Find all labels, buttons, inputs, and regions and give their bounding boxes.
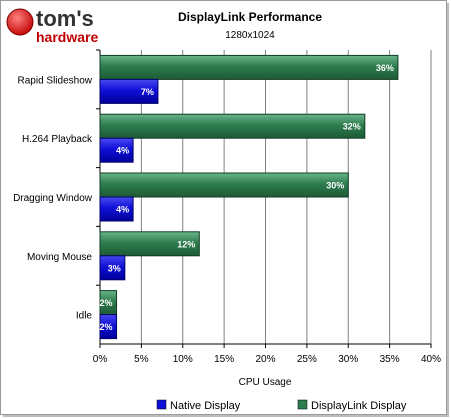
bar-native-display (99, 137, 134, 163)
legend: Native Display DisplayLink Display (156, 399, 407, 412)
bar-displaylink-display (99, 113, 366, 139)
bars: 36% 7% 32% 4% 30% 4% 12% 3% 2% 2% (99, 54, 399, 340)
x-tick-label: 5% (134, 354, 149, 365)
category-labels: Rapid Slideshow H.264 Playback Dragging Wi… (13, 49, 100, 322)
legend-label-native: Native Display (170, 400, 241, 412)
x-tick-label: 0% (93, 354, 108, 365)
bar-native-display (99, 314, 118, 340)
bar-displaylink-display (99, 54, 399, 80)
chart-title: DisplayLink Performance (178, 10, 322, 24)
x-tick-label: 20% (255, 354, 275, 365)
bar-value-label: 3% (108, 263, 121, 273)
chart-subtitle: 1280x1024 (225, 30, 275, 41)
category-label: H.264 Playback (22, 134, 93, 145)
logo-brand-line2: hardware (36, 29, 98, 45)
x-tick-label: 40% (421, 354, 441, 365)
bar-displaylink-display (99, 172, 349, 198)
bar-value-label: 2% (100, 298, 113, 308)
x-tick-label: 35% (380, 354, 400, 365)
bar-displaylink-display (99, 231, 200, 257)
logo-brand-line1: tom's (36, 6, 94, 31)
category-label: Dragging Window (13, 193, 93, 204)
bar-value-label: 12% (177, 239, 195, 249)
legend-label-displaylink: DisplayLink Display (311, 400, 407, 412)
x-tick-label: 10% (173, 354, 193, 365)
x-tick-labels: 0% 5% 10% 15% 20% 25% 30% 35% 40% (93, 344, 441, 365)
bar-value-label: 2% (100, 322, 113, 332)
toms-hardware-logo: tom's hardware (6, 6, 98, 45)
x-axis-label: CPU Usage (239, 377, 292, 388)
legend-swatch-displaylink (297, 399, 308, 410)
bar-value-label: 36% (376, 63, 394, 73)
category-label: Idle (76, 311, 93, 322)
bar-value-label: 4% (116, 146, 129, 156)
legend-swatch-native (156, 399, 167, 410)
bar-native-display (99, 78, 159, 104)
bar-native-display (99, 255, 126, 281)
bar-value-label: 4% (116, 205, 129, 215)
bar-value-label: 32% (343, 122, 361, 132)
x-tick-label: 25% (297, 354, 317, 365)
bar-value-label: 30% (326, 181, 344, 191)
logo-globe-icon (6, 8, 34, 36)
bar-native-display (99, 196, 134, 222)
x-tick-label: 15% (214, 354, 234, 365)
bar-value-label: 7% (141, 87, 154, 97)
x-tick-label: 30% (338, 354, 358, 365)
category-label: Moving Mouse (27, 252, 92, 263)
category-label: Rapid Slideshow (18, 75, 93, 86)
